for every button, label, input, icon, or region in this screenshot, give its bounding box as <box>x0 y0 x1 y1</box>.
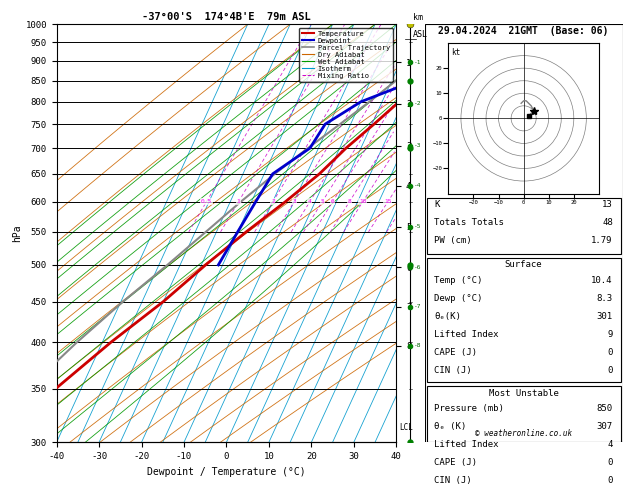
Text: Dewp (°C): Dewp (°C) <box>435 294 483 303</box>
Text: 4: 4 <box>608 440 613 449</box>
Text: -7: -7 <box>414 304 421 310</box>
Text: LCL: LCL <box>399 423 413 432</box>
Text: K: K <box>435 200 440 209</box>
Text: 0: 0 <box>608 476 613 485</box>
Text: -8: -8 <box>414 344 421 348</box>
Text: 9: 9 <box>608 330 613 339</box>
Text: CIN (J): CIN (J) <box>435 476 472 485</box>
Text: 850: 850 <box>597 404 613 413</box>
Bar <box>426 386 621 486</box>
Legend: Temperature, Dewpoint, Parcel Trajectory, Dry Adiabat, Wet Adiabat, Isotherm, Mi: Temperature, Dewpoint, Parcel Trajectory… <box>299 28 392 82</box>
Text: ASL: ASL <box>413 30 428 39</box>
Text: 10: 10 <box>359 199 367 204</box>
Text: 5: 5 <box>320 199 324 204</box>
Text: 3: 3 <box>292 199 296 204</box>
Text: θₑ (K): θₑ (K) <box>435 422 467 431</box>
Text: Lifted Index: Lifted Index <box>435 330 499 339</box>
Text: 0: 0 <box>608 365 613 375</box>
Text: -4: -4 <box>414 183 421 188</box>
Text: 6: 6 <box>331 199 335 204</box>
Text: Most Unstable: Most Unstable <box>489 389 559 398</box>
Text: 301: 301 <box>597 312 613 321</box>
Text: 29.04.2024  21GMT  (Base: 06): 29.04.2024 21GMT (Base: 06) <box>438 26 609 36</box>
Text: 1: 1 <box>237 199 240 204</box>
Text: 1.79: 1.79 <box>591 236 613 245</box>
Title: -37°00'S  174°4B'E  79m ASL: -37°00'S 174°4B'E 79m ASL <box>142 12 311 22</box>
Text: -2: -2 <box>414 102 421 106</box>
Text: 4: 4 <box>308 199 312 204</box>
X-axis label: Dewpoint / Temperature (°C): Dewpoint / Temperature (°C) <box>147 467 306 477</box>
Y-axis label: hPa: hPa <box>13 225 23 242</box>
Text: -1: -1 <box>414 60 421 65</box>
Bar <box>426 258 621 382</box>
Bar <box>426 198 621 254</box>
Text: CAPE (J): CAPE (J) <box>435 458 477 467</box>
Text: 15: 15 <box>384 199 392 204</box>
Text: km: km <box>413 13 423 22</box>
Text: 48: 48 <box>602 218 613 227</box>
Text: -6: -6 <box>414 264 421 270</box>
Text: 8.3: 8.3 <box>597 294 613 303</box>
Text: © weatheronline.co.uk: © weatheronline.co.uk <box>475 429 572 438</box>
Text: 10.4: 10.4 <box>591 276 613 285</box>
Text: -3: -3 <box>414 143 421 148</box>
Text: 0: 0 <box>608 458 613 467</box>
Text: θₑ(K): θₑ(K) <box>435 312 461 321</box>
Text: CIN (J): CIN (J) <box>435 365 472 375</box>
Text: Surface: Surface <box>505 260 542 269</box>
Text: 307: 307 <box>597 422 613 431</box>
Text: PW (cm): PW (cm) <box>435 236 472 245</box>
Text: Temp (°C): Temp (°C) <box>435 276 483 285</box>
Text: 0: 0 <box>608 347 613 357</box>
Text: 2: 2 <box>271 199 275 204</box>
Text: Totals Totals: Totals Totals <box>435 218 504 227</box>
Text: 0.5: 0.5 <box>201 199 212 204</box>
Text: Lifted Index: Lifted Index <box>435 440 499 449</box>
Text: -5: -5 <box>414 225 421 229</box>
Text: 13: 13 <box>602 200 613 209</box>
Text: Pressure (mb): Pressure (mb) <box>435 404 504 413</box>
Text: 8: 8 <box>348 199 352 204</box>
Text: CAPE (J): CAPE (J) <box>435 347 477 357</box>
